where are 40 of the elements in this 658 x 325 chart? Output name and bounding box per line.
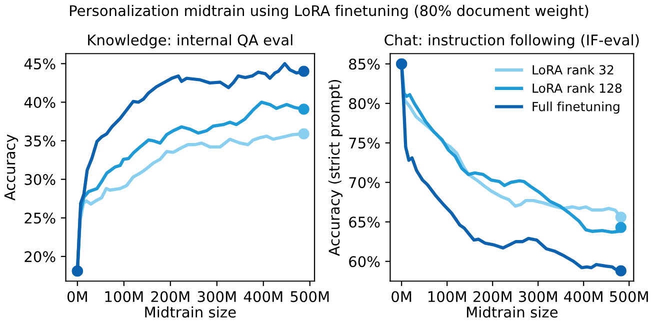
x-tick-label: 400M [244, 291, 282, 302]
x-tick-label: 100M [105, 291, 143, 302]
text: Personalization midtrain using LoRA finetuning (80% document weight) [70, 4, 588, 19]
y-tick-label: 80% [349, 98, 380, 110]
x-axis-title: Midtrain size [145, 306, 236, 318]
y-tick-label: 60% [349, 256, 380, 268]
y-tick-label: 35% [24, 135, 56, 147]
y-tick-label: 30% [24, 174, 56, 186]
x-tick-label: 400M [564, 291, 602, 302]
legend-label: LoRA rank 32 [532, 64, 614, 75]
point [298, 104, 310, 115]
y-axis-title: Accuracy (strict prompt) [328, 80, 342, 256]
y-tick-label: 65% [349, 216, 380, 228]
x-tick-label: 100M [428, 291, 466, 302]
point [615, 222, 626, 233]
point [615, 265, 626, 276]
point [298, 128, 310, 140]
y-axis-title: Accuracy [4, 134, 18, 201]
y-tick-label: 40% [24, 96, 56, 108]
y-tick-label: 75% [349, 138, 380, 149]
x-tick-label: 200M [473, 291, 512, 302]
x-tick-label: 200M [151, 291, 190, 302]
x-tick-label: 500M [290, 291, 329, 302]
chart-title: Knowledge: internal QA eval [88, 34, 292, 48]
point [615, 212, 626, 223]
y-tick-label: 70% [349, 177, 380, 188]
x-tick-label: 300M [518, 291, 557, 302]
x-tick-label: 500M [610, 291, 648, 302]
x-tick-label: 0M [392, 291, 412, 302]
x-tick-label: 300M [198, 291, 236, 302]
x-axis-title: Midtrain size [466, 306, 558, 318]
legend-label: LoRA rank 128 [532, 83, 622, 93]
y-tick-label: 25% [24, 212, 56, 224]
chart-title: Chat: instruction following (IF-eval) [384, 34, 639, 48]
legend-label: Full finetuning [532, 102, 620, 114]
y-tick-label: 20% [24, 251, 56, 262]
y-tick-label: 85% [349, 58, 380, 70]
point [298, 66, 310, 77]
y-tick-label: 45% [24, 58, 56, 70]
x-tick-label: 0M [67, 291, 87, 302]
